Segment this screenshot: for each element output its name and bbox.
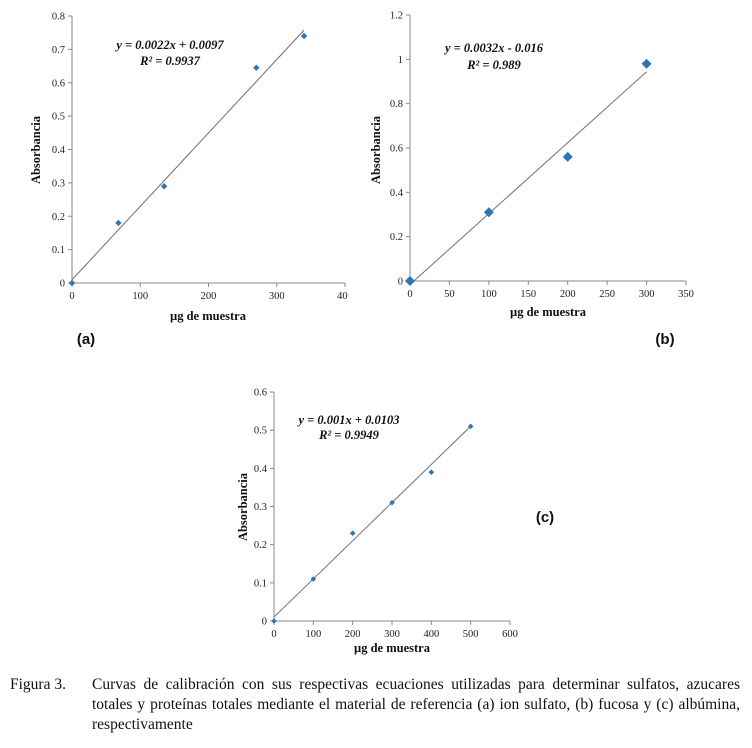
y-tick-label: 0.2	[390, 232, 403, 243]
x-tick-label: 50	[444, 289, 455, 300]
x-tick-label: 150	[520, 289, 536, 300]
data-point	[428, 469, 435, 475]
calibration-charts: 00.10.20.30.40.50.60.70.80 100 200 300 400y …	[29, 11, 694, 656]
trendline	[409, 71, 647, 285]
x-axis-title: µg de muestra	[170, 309, 247, 323]
y-tick-label: 0.3	[254, 502, 267, 513]
y-tick-label: 0.4	[254, 464, 268, 475]
panel-label: (a)	[77, 331, 95, 348]
caption-label: Figura 3.	[10, 676, 66, 693]
x-tick-label: 400	[423, 629, 439, 640]
x-tick-label: 500	[463, 629, 479, 640]
y-tick-label: 0.4	[52, 145, 66, 156]
r-squared: R² = 0.9949	[318, 428, 380, 442]
y-axis-title: Absorbancia	[236, 472, 250, 541]
data-point	[641, 58, 652, 69]
chart-b: 0 0.2 0.4 0.6 0.8 1 1.2 0 50 100 150 200 250 300 350 y …	[369, 11, 694, 349]
figure-caption: Figura 3. Curvas de calibración con sus …	[10, 675, 740, 735]
x-tick-label: 300	[639, 289, 655, 300]
trendline-equation: y = 0.0032x - 0.016	[443, 41, 544, 55]
y-tick-label: 0.2	[52, 212, 65, 223]
x-tick-label: 100	[132, 291, 148, 302]
trendline-equation: y = 0.001x + 0.0103	[296, 413, 399, 427]
x-tick-label: 0	[407, 289, 412, 300]
y-tick-label: 0.6	[390, 144, 403, 155]
data-point	[483, 207, 494, 218]
x-tick-label: 300	[384, 629, 400, 640]
y-tick-label: 0.4	[390, 188, 404, 199]
caption-text: Curvas de calibración con sus respectiva…	[92, 676, 740, 733]
trendline-equation: y = 0.0022x + 0.0097	[114, 38, 224, 52]
trendline	[273, 425, 472, 618]
x-tick-label: 300	[269, 291, 285, 302]
x-axis-title: µg de muestra	[354, 641, 431, 655]
data-point	[405, 276, 415, 286]
x-tick-label: 250	[599, 289, 615, 300]
r-squared: R² = 0.989	[466, 58, 521, 72]
y-tick-label: 0.1	[254, 578, 267, 589]
y-tick-label: 0.8	[52, 12, 65, 23]
x-axis-title: µg de muestra	[510, 305, 587, 319]
panel-label: (b)	[655, 331, 674, 348]
panel-label: (c)	[536, 509, 554, 526]
y-tick-label: 0.7	[52, 45, 65, 56]
x-tick-label: 100	[481, 289, 497, 300]
y-tick-label: 1.2	[390, 11, 403, 22]
x-tick-label: 600	[502, 629, 518, 640]
data-point	[115, 219, 122, 227]
y-tick-label: 0.6	[52, 78, 65, 89]
y-tick-label: 0	[262, 617, 267, 628]
y-tick-label: 0.1	[52, 245, 65, 256]
data-point	[562, 151, 573, 162]
data-point	[310, 576, 317, 582]
x-tick-label: 0	[271, 629, 276, 640]
data-point	[467, 423, 474, 430]
y-tick-label: 0.5	[52, 112, 65, 123]
data-point	[271, 618, 277, 624]
y-tick-label: 0.2	[254, 540, 267, 551]
r-squared: R² = 0.9937	[139, 54, 201, 68]
data-point	[253, 64, 260, 71]
chart-c: 0 0.1 0.2 0.3 0.4 0.5 0.6 0 100 200 300 400 500 600 y …	[236, 388, 554, 656]
y-axis-title: Absorbancia	[29, 115, 43, 184]
y-tick-label: 1	[398, 55, 403, 66]
chart-a: 0 0.1 0.2 0.3 0.4 0.5 0.6 0.7 0.8 0 100 200 300 400 y …	[29, 12, 353, 349]
data-point	[160, 183, 168, 190]
y-tick-label: 0	[398, 277, 403, 288]
x-tick-label: 200	[345, 629, 361, 640]
data-point	[349, 530, 356, 537]
data-point	[389, 499, 395, 506]
y-tick-label: 0.8	[390, 99, 403, 110]
y-tick-label: 0.5	[254, 426, 267, 437]
y-tick-label: 0.3	[52, 178, 65, 189]
x-tick-label: 200	[560, 289, 576, 300]
y-tick-label: 0.6	[254, 388, 267, 399]
x-tick-label: 200	[201, 291, 217, 302]
y-tick-label: 0	[60, 279, 65, 290]
y-axis-title: Absorbancia	[369, 115, 383, 184]
x-tick-label: 350	[678, 289, 694, 300]
data-point	[300, 32, 308, 40]
trendline	[71, 29, 305, 281]
x-tick-label: 0	[69, 291, 74, 302]
x-tick-label: 100	[305, 629, 321, 640]
x-tick-label: 400	[337, 291, 353, 302]
data-point	[68, 279, 76, 287]
